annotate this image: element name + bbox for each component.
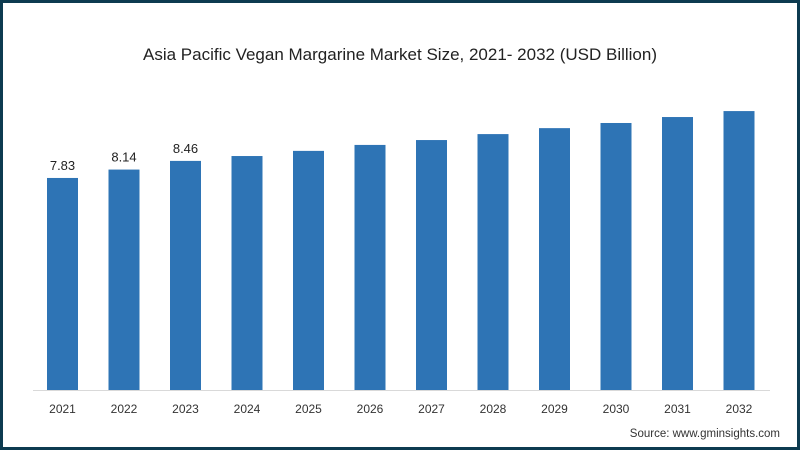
bar-2029	[539, 128, 570, 390]
x-tick-label: 2032	[726, 402, 753, 416]
bar-2027	[416, 140, 447, 390]
bar-2028	[477, 134, 509, 390]
bar-2026	[354, 144, 386, 390]
bar-2030	[600, 122, 632, 390]
x-tick-label: 2022	[111, 402, 138, 416]
data-label: 8.14	[111, 150, 136, 165]
chart-title: Asia Pacific Vegan Margarine Market Size…	[143, 45, 657, 64]
x-tick-label: 2030	[603, 402, 630, 416]
x-tick-label: 2029	[541, 402, 568, 416]
x-tick-label: 2031	[664, 402, 691, 416]
x-tick-label: 2027	[418, 402, 445, 416]
data-label: 8.46	[173, 141, 198, 156]
bar-2025	[293, 150, 324, 390]
bar-2032	[723, 111, 755, 391]
bar-2021	[47, 177, 78, 390]
bar-2023	[170, 160, 201, 390]
bar-2022	[108, 169, 140, 390]
x-tick-label: 2023	[172, 402, 199, 416]
bar-2024	[231, 156, 263, 390]
x-tick-label: 2021	[49, 402, 76, 416]
source-note: Source: www.gminsights.com	[630, 428, 780, 440]
x-tick-label: 2026	[357, 402, 384, 416]
x-tick-label: 2028	[480, 402, 507, 416]
data-label: 7.83	[50, 158, 75, 173]
x-tick-label: 2025	[295, 402, 322, 416]
bar-2031	[662, 117, 693, 390]
x-tick-label: 2024	[234, 402, 261, 416]
